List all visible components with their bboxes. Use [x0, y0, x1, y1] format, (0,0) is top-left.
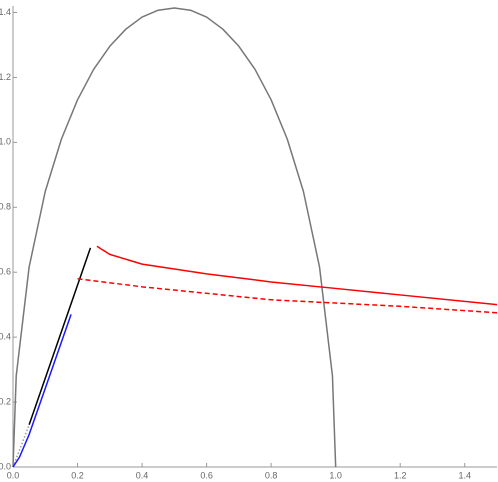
x-tick-label: 0.4: [136, 470, 149, 480]
y-tick-label: 1.4: [0, 7, 11, 17]
curve: [28, 247, 92, 426]
y-tick-label: 0.4: [0, 332, 11, 342]
y-tick-label: 0.2: [0, 396, 11, 406]
x-tick-label: 1.0: [329, 470, 342, 480]
x-tick-label: 1.2: [394, 470, 407, 480]
y-tick-label: 0.8: [0, 202, 11, 212]
curve: [12, 7, 337, 468]
curve: [77, 277, 498, 314]
y-tick-label: 0.0: [0, 461, 11, 471]
x-tick-label: 0.8: [265, 470, 278, 480]
x-tick-label: 0.2: [71, 470, 84, 480]
curve: [12, 424, 30, 468]
y-tick-label: 0.6: [0, 267, 11, 277]
curve: [12, 314, 72, 468]
y-tick-label: 1.2: [0, 72, 11, 82]
curve: [96, 245, 498, 306]
x-tick-label: 0.0: [7, 470, 20, 480]
y-tick-label: 1.0: [0, 137, 11, 147]
x-tick-label: 0.6: [200, 470, 213, 480]
x-tick-label: 1.4: [458, 470, 471, 480]
